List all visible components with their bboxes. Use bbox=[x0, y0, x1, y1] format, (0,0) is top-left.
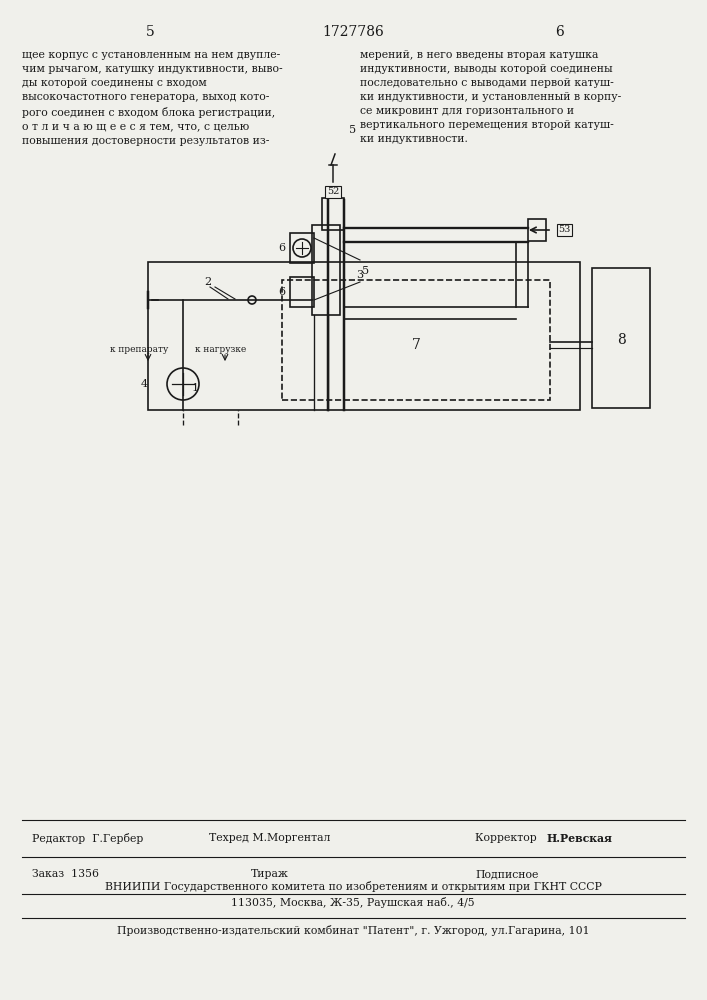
Text: 4: 4 bbox=[141, 379, 148, 389]
Text: 2: 2 bbox=[204, 277, 211, 287]
Bar bbox=[528, 219, 546, 241]
Text: 7: 7 bbox=[411, 338, 421, 352]
Text: щее корпус с установленным на нем двупле-
чим рычагом, катушку индуктивности, вы: щее корпус с установленным на нем двупле… bbox=[22, 50, 283, 145]
Text: Техред М.Моргентал: Техред М.Моргентал bbox=[209, 833, 331, 843]
Text: мерений, в него введены вторая катушка
индуктивности, выводы которой соединены
п: мерений, в него введены вторая катушка и… bbox=[360, 50, 621, 144]
Text: 3: 3 bbox=[356, 270, 363, 280]
Text: 5: 5 bbox=[362, 266, 369, 276]
Text: Н.Ревская: Н.Ревская bbox=[547, 832, 613, 844]
Text: 52: 52 bbox=[327, 188, 339, 196]
Text: 6: 6 bbox=[278, 243, 285, 253]
Text: Тираж: Тираж bbox=[251, 869, 289, 879]
Text: 8: 8 bbox=[617, 333, 626, 347]
Text: Редактор  Г.Гербер: Редактор Г.Гербер bbox=[32, 832, 144, 844]
Bar bbox=[592, 268, 650, 408]
Text: 1: 1 bbox=[192, 383, 199, 393]
Bar bbox=[290, 233, 314, 263]
Text: Корректор: Корректор bbox=[475, 833, 544, 843]
Text: 1727786: 1727786 bbox=[322, 25, 384, 39]
Text: Производственно-издательский комбинат "Патент", г. Ужгород, ул.Гагарина, 101: Производственно-издательский комбинат "П… bbox=[117, 924, 590, 936]
Text: 6: 6 bbox=[278, 287, 285, 297]
Text: 6: 6 bbox=[556, 25, 564, 39]
Text: 5: 5 bbox=[146, 25, 154, 39]
Text: 113035, Москва, Ж-35, Раушская наб., 4/5: 113035, Москва, Ж-35, Раушская наб., 4/5 bbox=[231, 896, 475, 908]
Bar bbox=[282, 280, 550, 400]
Bar bbox=[148, 262, 580, 410]
Bar bbox=[290, 277, 314, 307]
Bar bbox=[322, 198, 344, 230]
Text: 53: 53 bbox=[558, 226, 571, 234]
Text: Заказ  1356: Заказ 1356 bbox=[32, 869, 99, 879]
Text: Подписное: Подписное bbox=[475, 869, 538, 879]
Text: к нагрузке: к нагрузке bbox=[195, 346, 246, 355]
Bar bbox=[312, 225, 340, 315]
Text: 5: 5 bbox=[349, 125, 356, 135]
Text: ВНИИПИ Государственного комитета по изобретениям и открытиям при ГКНТ СССР: ВНИИПИ Государственного комитета по изоб… bbox=[105, 882, 602, 892]
Text: к препарату: к препарату bbox=[110, 346, 168, 355]
